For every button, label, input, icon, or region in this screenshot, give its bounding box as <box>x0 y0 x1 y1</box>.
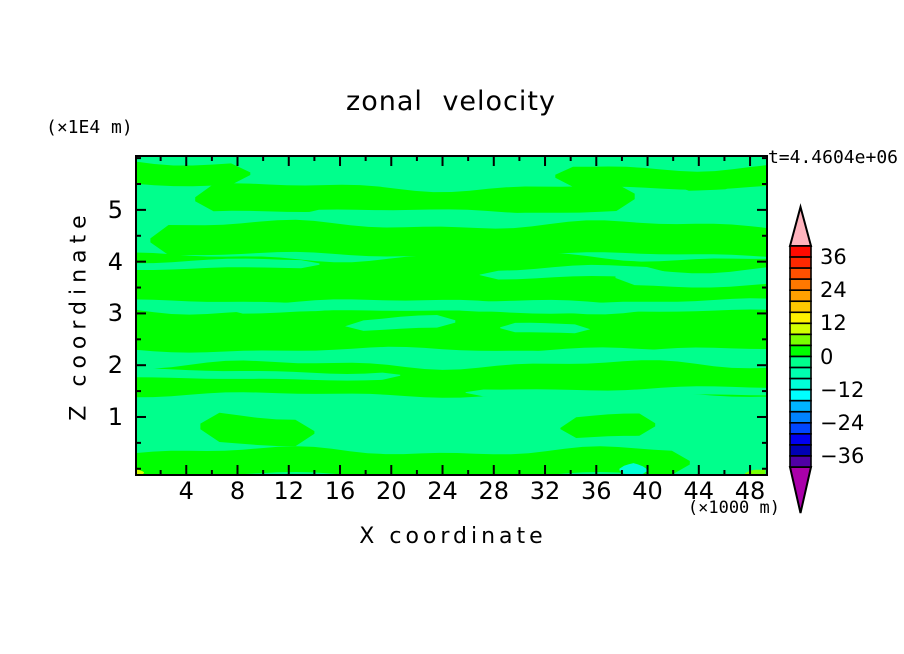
colorbar <box>788 203 813 514</box>
colorbar-cell <box>789 289 812 303</box>
colorbar-cell <box>789 410 812 424</box>
colorbar-cell <box>789 333 812 347</box>
colorbar-tick-label: 24 <box>820 278 847 303</box>
plot-frame <box>135 155 768 476</box>
contour-green-band <box>195 183 635 216</box>
colorbar-cell <box>789 322 812 336</box>
contour-green-band <box>135 446 690 476</box>
colorbar-cell <box>789 344 812 358</box>
colorbar-cell <box>789 399 812 413</box>
y-axis-label: Z coordinate <box>66 209 92 421</box>
x-tick-label: 24 <box>427 477 458 505</box>
contour-green-band <box>135 360 768 398</box>
x-tick-label: 40 <box>632 477 663 505</box>
colorbar-cell <box>789 278 812 292</box>
colorbar-cell <box>789 300 812 314</box>
colorbar-cell <box>789 455 812 468</box>
x-tick-label: 12 <box>273 477 305 505</box>
colorbar-tick-label: 36 <box>820 245 847 270</box>
contour-green-band <box>560 413 656 438</box>
x-tick-label: 48 <box>734 477 766 505</box>
x-tick-label: 16 <box>324 477 356 505</box>
colorbar-cell <box>789 377 812 391</box>
contour-mint-lens <box>465 386 768 397</box>
time-label: t=4.4604e+06 <box>767 147 898 168</box>
contour-green-band <box>135 304 768 353</box>
contour-mint-lens <box>135 368 401 381</box>
contour-green-band <box>200 412 315 447</box>
y-tick-label: 1 <box>107 402 123 431</box>
contour-mint-lens <box>135 258 320 270</box>
colorbar-tick-label: 12 <box>820 311 847 336</box>
colorbar-cell <box>789 355 812 369</box>
contour-extra-patch <box>619 463 648 476</box>
x-tick-label: 8 <box>229 477 246 505</box>
colorbar-tick-label: 0 <box>820 344 834 369</box>
x-axis-unit-label: (×1000 m) <box>687 498 780 518</box>
colorbar-cell <box>789 267 812 280</box>
contour-mint-lens <box>500 322 590 334</box>
colorbar-cell <box>789 422 812 435</box>
x-tick-label: 20 <box>375 477 407 505</box>
y-axis-unit-label: (×1E4 m) <box>46 117 133 138</box>
y-tick-label: 2 <box>107 351 123 380</box>
contour-mint-lens <box>300 209 561 221</box>
colorbar-cell <box>789 256 812 269</box>
x-tick-label: 28 <box>478 477 510 505</box>
plot-title: zonal velocity <box>346 86 556 117</box>
y-tick-label: 5 <box>107 195 123 224</box>
colorbar-over-arrow <box>788 203 813 247</box>
x-tick-label: 4 <box>178 477 194 505</box>
x-tick-label: 36 <box>581 477 612 505</box>
colorbar-tick-label: −24 <box>820 410 865 435</box>
y-tick-label: 3 <box>107 299 123 328</box>
plot-area <box>135 155 768 476</box>
contour-green-band <box>679 179 735 191</box>
contour-mint-lens <box>224 298 768 314</box>
colorbar-cell <box>789 311 812 325</box>
contour-green-band <box>135 161 251 187</box>
colorbar-under-arrow <box>788 466 813 514</box>
colorbar-cell <box>789 366 812 380</box>
contour-mint-lens <box>400 347 768 361</box>
contour-mint-lens <box>345 315 456 331</box>
contour-green-band <box>150 219 768 258</box>
contour-mint-lens <box>615 267 768 288</box>
colorbar-tick-label: −12 <box>820 377 865 402</box>
x-axis-label: X coordinate <box>359 524 547 549</box>
colorbar-cell <box>789 245 812 258</box>
colorbar-tick-label: −36 <box>820 444 865 468</box>
colorbar-cell <box>789 388 812 402</box>
colorbar-cell <box>789 433 812 446</box>
colorbar-cell <box>789 444 812 457</box>
x-tick-label: 32 <box>529 477 561 505</box>
y-tick-label: 4 <box>107 247 123 276</box>
x-tick-label: 44 <box>683 477 715 505</box>
